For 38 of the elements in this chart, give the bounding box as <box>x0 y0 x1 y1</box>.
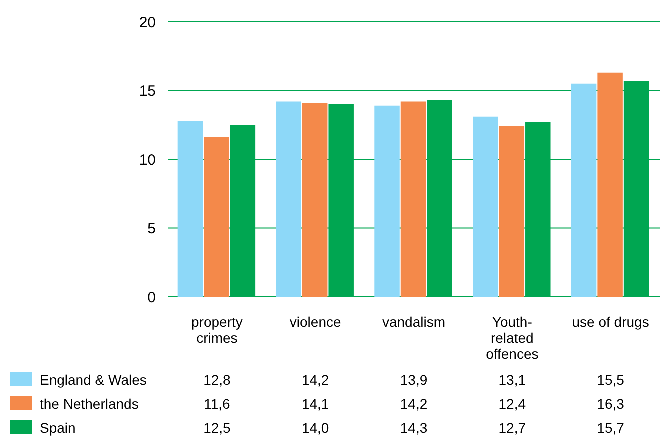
data-label: 12,8 <box>204 372 232 388</box>
legend-label: England & Wales <box>40 372 147 388</box>
bar <box>499 126 525 297</box>
x-tick-label: use of drugs <box>572 314 650 330</box>
data-label: 12,7 <box>498 420 526 436</box>
x-tick-label: Youth- related offences <box>486 314 539 362</box>
bar <box>571 84 597 297</box>
bar <box>598 72 623 297</box>
y-tick-label: 10 <box>139 152 156 169</box>
x-tick-label: violence <box>290 314 342 330</box>
x-tick-label: vandalism <box>382 314 446 330</box>
bar <box>204 138 230 297</box>
data-label: 14,1 <box>302 396 330 412</box>
legend-label: Spain <box>40 420 76 436</box>
y-tick-label: 0 <box>148 289 156 306</box>
data-label: 12,5 <box>204 420 232 436</box>
data-label: 14,0 <box>302 420 330 436</box>
data-label: 14,2 <box>400 396 428 412</box>
data-label: 15,7 <box>597 420 625 436</box>
bar <box>276 102 302 297</box>
data-label: 13,1 <box>498 372 526 388</box>
data-label: 16,3 <box>597 396 625 412</box>
y-tick-label: 20 <box>139 14 156 32</box>
bar <box>374 106 400 297</box>
x-tick-label: property crimes <box>192 314 243 346</box>
bar <box>400 102 426 297</box>
bar <box>473 116 498 297</box>
y-tick-label: 5 <box>148 220 156 238</box>
data-label: 12,4 <box>498 396 526 412</box>
data-label: 14,2 <box>302 372 330 388</box>
bar <box>302 103 328 297</box>
data-label: 15,5 <box>597 372 625 388</box>
data-label: 14,3 <box>400 420 428 436</box>
legend-label: the Netherlands <box>40 396 139 412</box>
bar <box>178 121 204 297</box>
y-tick-label: 15 <box>139 83 156 100</box>
data-label: 11,6 <box>204 396 231 412</box>
data-label: 13,9 <box>400 372 428 388</box>
